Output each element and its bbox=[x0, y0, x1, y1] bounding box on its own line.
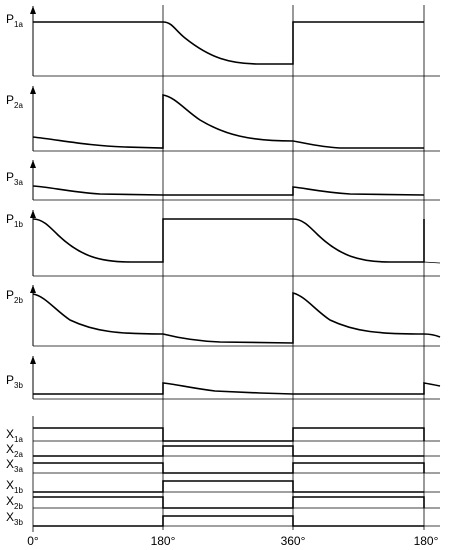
label-x1a: X1a bbox=[6, 427, 23, 444]
label-p1a: P1a bbox=[6, 12, 23, 29]
waveform-p3b bbox=[33, 382, 441, 395]
label-p3a: P3a bbox=[6, 170, 23, 187]
label-p2b: P2b bbox=[6, 288, 23, 305]
tick-180: 180° bbox=[151, 534, 176, 548]
waveform-p2b bbox=[32, 291, 441, 344]
waveform-x2a bbox=[33, 445, 424, 457]
panel-p2b: P2b bbox=[6, 285, 441, 347]
panel-p2a: P2a bbox=[6, 86, 440, 152]
waveform-p1b-tail bbox=[423, 261, 441, 264]
tick-360: 360° bbox=[281, 534, 306, 548]
tick-0: 0° bbox=[27, 534, 39, 548]
label-p2a: P2a bbox=[6, 93, 23, 110]
panel-x-signals: X1a X2a X3a X1b X2b X3b bbox=[6, 416, 440, 532]
x-axis-ticks: 0° 180° 360° 180° bbox=[27, 534, 438, 548]
tick-180-second: 180° bbox=[414, 534, 439, 548]
waveform-x3b bbox=[33, 515, 424, 527]
waveform-p1b bbox=[32, 218, 425, 263]
panel-p3b: P3b bbox=[6, 356, 441, 400]
label-x1b: X1b bbox=[6, 478, 23, 495]
waveform-x1a bbox=[33, 427, 425, 442]
waveform-x1b bbox=[33, 480, 424, 493]
waveform-x2b bbox=[33, 496, 425, 509]
label-x3b: X3b bbox=[6, 510, 23, 527]
label-p1b: P1b bbox=[6, 212, 23, 229]
label-x3a: X3a bbox=[6, 457, 23, 474]
waveform-x3a bbox=[33, 462, 425, 474]
label-x2a: X2a bbox=[6, 442, 23, 459]
panel-p3a: P3a bbox=[6, 160, 440, 201]
panel-p1b: P1b bbox=[6, 210, 441, 277]
waveform-p1a bbox=[33, 21, 424, 65]
waveform-p3a bbox=[32, 185, 425, 196]
waveform-p2a bbox=[32, 94, 424, 149]
label-p3b: P3b bbox=[6, 373, 23, 390]
label-x2b: X2b bbox=[6, 494, 23, 511]
panel-p1a: P1a bbox=[6, 6, 440, 77]
